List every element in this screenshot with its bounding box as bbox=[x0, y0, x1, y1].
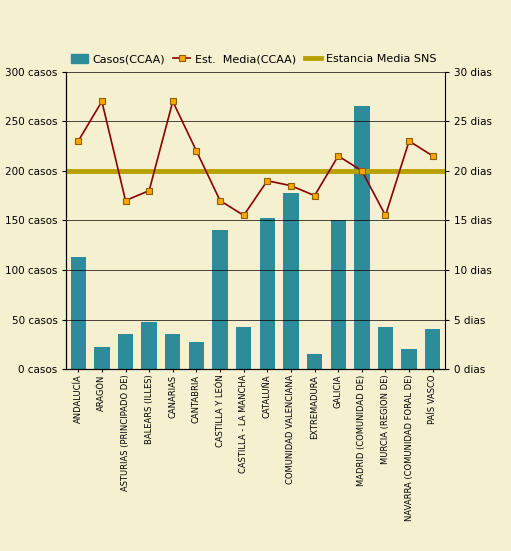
Bar bbox=[165, 334, 180, 369]
Bar bbox=[118, 334, 133, 369]
Bar bbox=[142, 322, 157, 369]
Bar bbox=[283, 193, 298, 369]
Bar bbox=[71, 257, 86, 369]
Bar bbox=[260, 218, 275, 369]
Bar bbox=[331, 220, 346, 369]
Bar bbox=[213, 230, 228, 369]
Bar bbox=[236, 327, 251, 369]
Bar bbox=[425, 329, 440, 369]
Bar bbox=[189, 342, 204, 369]
Bar bbox=[307, 354, 322, 369]
Legend: Casos(CCAA), Est.  Media(CCAA), Estancia Media SNS: Casos(CCAA), Est. Media(CCAA), Estancia … bbox=[66, 50, 440, 69]
Bar bbox=[402, 349, 417, 369]
Bar bbox=[354, 106, 369, 369]
Bar bbox=[94, 347, 109, 369]
Bar bbox=[378, 327, 393, 369]
